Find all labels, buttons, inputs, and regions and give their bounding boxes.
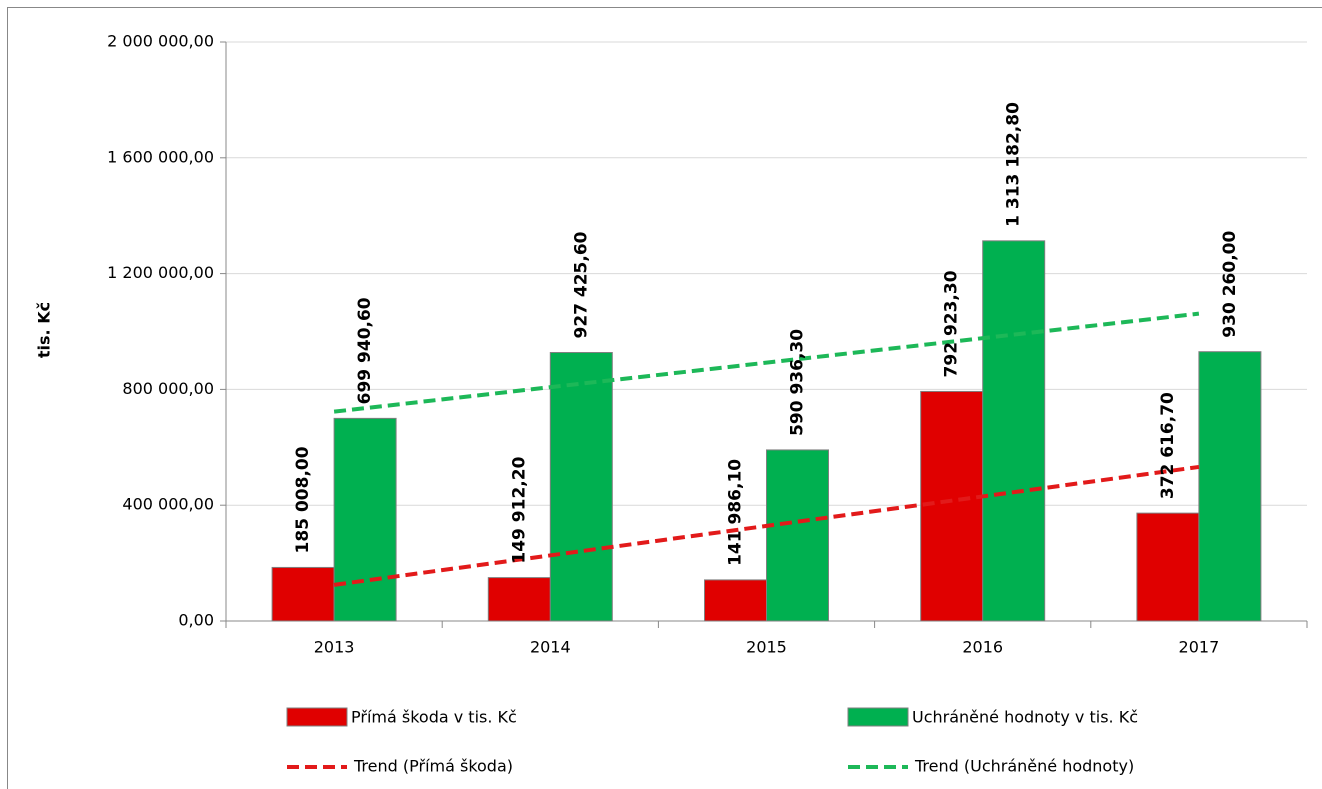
value-label: 930 260,00 <box>1220 231 1240 338</box>
legend-label: Přímá škoda v tis. Kč <box>351 708 517 727</box>
legend-swatch <box>847 707 909 727</box>
x-tick-label: 2014 <box>530 638 571 657</box>
bar <box>920 390 984 622</box>
value-label: 927 425,60 <box>571 231 591 338</box>
value-label: 792 923,30 <box>942 270 962 377</box>
bar <box>333 417 397 622</box>
bar <box>1198 351 1262 622</box>
value-label: 1 313 182,80 <box>1004 102 1024 227</box>
value-label: 185 008,00 <box>293 446 313 553</box>
y-tick-label: 0,00 <box>178 611 214 630</box>
value-label: 141 986,10 <box>726 459 746 566</box>
y-tick-label: 1 200 000,00 <box>107 263 214 282</box>
value-label: 590 936,30 <box>788 329 808 436</box>
bar <box>487 577 551 622</box>
value-label: 149 912,20 <box>509 456 529 563</box>
legend-swatch <box>286 707 348 727</box>
y-tick-label: 400 000,00 <box>122 495 214 514</box>
trend-line <box>333 311 1200 414</box>
x-tick-label: 2015 <box>746 638 787 657</box>
y-axis-label: tis. Kč <box>35 302 54 358</box>
legend-label: Trend (Přímá škoda) <box>353 757 513 776</box>
bar <box>271 566 335 622</box>
x-tick-label: 2016 <box>962 638 1003 657</box>
legend-label: Uchráněné hodnoty v tis. Kč <box>912 708 1138 727</box>
trend-line <box>333 464 1200 587</box>
bar <box>982 240 1046 622</box>
legend-label: Trend (Uchráněné hodnoty) <box>914 757 1134 776</box>
x-tick-label: 2017 <box>1179 638 1220 657</box>
chart-frame <box>7 7 1322 789</box>
bar <box>704 579 767 622</box>
value-label: 699 940,60 <box>355 297 375 404</box>
bar <box>766 449 829 622</box>
y-tick-label: 800 000,00 <box>122 379 214 398</box>
x-tick-label: 2013 <box>314 638 355 657</box>
value-label: 372 616,70 <box>1158 392 1178 499</box>
y-tick-label: 2 000 000,00 <box>107 32 214 51</box>
y-tick-label: 1 600 000,00 <box>107 147 214 166</box>
bar <box>1136 512 1200 622</box>
bar <box>549 352 613 622</box>
